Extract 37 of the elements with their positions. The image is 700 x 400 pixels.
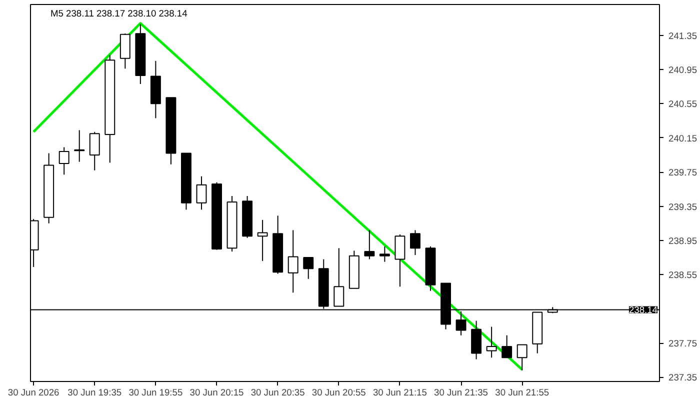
y-tick-label: 238.95 [668,236,698,246]
candlestick [486,326,497,358]
candlestick [58,146,70,176]
y-tick-label: 241.35 [668,30,698,41]
candlestick [394,234,406,288]
x-tick-label: 30 Jun 20:15 [190,388,244,398]
x-tick-label: 30 Jun 19:35 [68,388,122,398]
candlestick [379,246,390,262]
x-tick-label: 30 Jun 20:55 [312,388,366,398]
x-tick-label: 30 Jun 21:35 [434,388,488,398]
candlestick [120,33,130,70]
ref-line-label: 238.14 [628,305,658,316]
y-tick-label: 240.15 [668,133,698,144]
candlestick [257,219,268,262]
candlestick [410,230,420,256]
candlestick [334,248,344,307]
candlestick [364,230,375,260]
y-tick-label: 240.95 [668,64,698,75]
y-tick-label: 240.55 [668,99,698,110]
x-tick-label: 30 Jun 2026 [8,388,60,398]
y-tick-label: 239.75 [668,168,698,178]
y-tick-label: 238.55 [668,270,698,280]
chart-title: M5 238.11 238.17 238.10 238.14 [50,8,188,18]
candlestick [471,320,482,360]
x-tick-label: 30 Jun 21:15 [372,388,427,398]
y-tick-label: 237.35 [668,372,698,383]
y-tick-label: 237.75 [668,338,698,349]
candlestick [303,257,314,280]
candlestick [89,131,100,171]
y-tick-label: 239.35 [668,202,698,212]
x-tick-label: 30 Jun 19:55 [128,388,183,398]
x-tick-label: 30 Jun 21:55 [495,388,550,398]
candlestick [516,344,528,371]
candlestick [288,230,298,294]
candlestick [502,334,512,358]
x-tick-label: 30 Jun 20:35 [250,388,305,398]
candlestick [196,176,207,210]
